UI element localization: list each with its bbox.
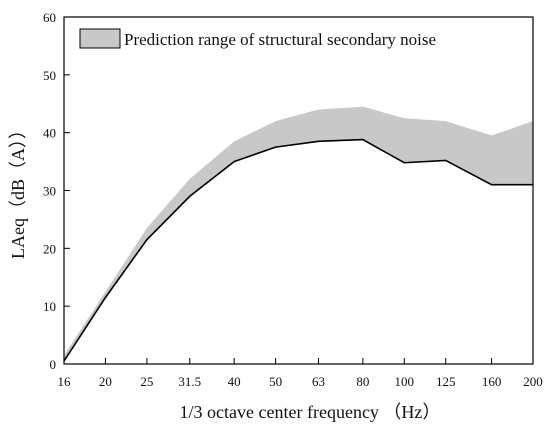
x-tick-label: 16: [58, 374, 72, 389]
x-tick-label: 40: [228, 374, 241, 389]
series-lower-line: [63, 138, 533, 362]
legend-label: Prediction range of structural secondary…: [124, 30, 436, 49]
x-tick-label: 100: [395, 374, 415, 389]
legend-swatch: [79, 28, 121, 49]
legend: Prediction range of structural secondary…: [79, 28, 436, 49]
y-tick-label: 40: [43, 126, 56, 141]
x-tick-label: 80: [356, 374, 369, 389]
x-tick-label: 50: [269, 374, 282, 389]
x-tick-label: 125: [436, 374, 456, 389]
axis-layer: 0 10 20 30 40 50 60 16 20 25 31.5 40 50 63 80 100 125 160…: [43, 10, 543, 389]
x-axis-label: 1/3 octave center frequency （Hz）: [180, 402, 441, 422]
y-tick-label: 10: [43, 299, 56, 314]
y-tick-label: 0: [50, 357, 57, 372]
plot-layer: [63, 106, 533, 362]
y-tick-label: 20: [43, 241, 56, 256]
y-tick-label: 50: [43, 68, 56, 83]
y-axis-label: LAeq（dB（A））: [8, 121, 28, 259]
x-tick-label: 63: [312, 374, 325, 389]
x-tick-label: 200: [523, 374, 543, 389]
x-tick-label: 25: [140, 374, 153, 389]
y-tick-label: 30: [43, 184, 56, 199]
x-tick-label: 20: [99, 374, 112, 389]
y-tick-label: 60: [43, 10, 56, 25]
x-tick-label: 31.5: [178, 374, 201, 389]
x-tick-label: 160: [482, 374, 502, 389]
